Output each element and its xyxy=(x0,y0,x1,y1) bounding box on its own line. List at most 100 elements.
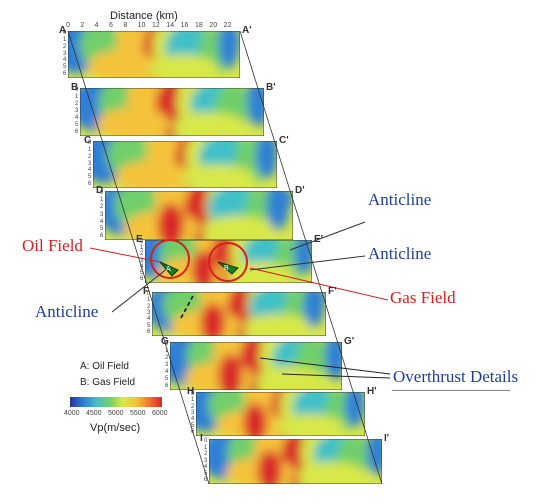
depth-tick-label: 4 xyxy=(204,464,208,470)
anticline-upper-pointer xyxy=(289,221,366,251)
gas-field-pointer xyxy=(249,267,389,301)
depth-tick-label: 3 xyxy=(88,160,92,167)
depth-tick-label: 6 xyxy=(88,181,92,187)
depth-tick-label: 2 xyxy=(140,251,144,258)
velocity-panel-3 xyxy=(93,141,277,188)
depth-tick-label: 0 xyxy=(204,438,208,444)
section-label-end: D' xyxy=(295,185,305,196)
distance-tick-label: 20 xyxy=(209,22,218,29)
legend-key-oil: A: Oil Field xyxy=(80,361,129,372)
section-label-end: C' xyxy=(279,135,289,146)
depth-tick-label: 3 xyxy=(140,257,144,264)
section-label-start: B xyxy=(71,82,79,93)
depth-tick-label: 6 xyxy=(75,129,79,135)
depth-tick-label: 2 xyxy=(191,403,195,410)
colorbar-tick-label: 4000 xyxy=(64,410,80,417)
depth-tick-label: 4 xyxy=(88,167,92,174)
distance-tick-label: 16 xyxy=(180,22,189,29)
section-label-start: F xyxy=(143,286,150,297)
section-label-start: I xyxy=(200,433,203,444)
depth-tick-label: 0 xyxy=(165,341,169,347)
section-label-start: A xyxy=(59,25,67,36)
oil-marker-icon xyxy=(159,261,179,277)
depth-tick-label: 1 xyxy=(100,197,104,204)
section-label-start: C xyxy=(84,135,92,146)
velocity-panel-8 xyxy=(196,392,365,436)
distance-tick-label: 4 xyxy=(94,22,99,29)
depth-tick-label: 1 xyxy=(165,348,169,354)
depth-tick-label: 2 xyxy=(88,153,92,160)
depth-tick-label: 0 xyxy=(140,239,144,245)
annotation-oil-field: Oil Field xyxy=(22,236,83,255)
depth-tick-label: 3 xyxy=(165,362,169,368)
depth-tick-label: 5 xyxy=(75,122,79,128)
depth-tick-label: 3 xyxy=(191,410,195,416)
depth-tick-label: 0 xyxy=(147,291,151,297)
annotation-overthrust-details: Overthrust Details xyxy=(393,367,519,386)
velocity-panel-1 xyxy=(68,31,240,78)
section-label-end: E' xyxy=(314,234,324,245)
depth-tick-label: 5 xyxy=(165,376,169,382)
depth-tick-label: 4 xyxy=(100,218,104,225)
section-label-end: A' xyxy=(242,25,252,36)
annotation-gas-field: Gas Field xyxy=(390,288,456,307)
depth-tick-label: 5 xyxy=(140,269,144,276)
depth-tick-label: 1 xyxy=(191,397,195,404)
depth-tick-label: 1 xyxy=(63,36,67,43)
colorbar-tick-label: 4500 xyxy=(86,410,102,417)
depth-tick-label: 1 xyxy=(140,245,144,252)
section-label-start: H xyxy=(187,386,195,397)
depth-tick-label: 6 xyxy=(63,71,67,77)
depth-tick-label: 1 xyxy=(147,297,151,304)
distance-tick-label: 12 xyxy=(152,22,160,29)
velocity-panel-6 xyxy=(152,292,326,336)
depth-tick-label: 6 xyxy=(204,477,208,483)
depth-tick-label: 5 xyxy=(191,422,195,429)
colorbar-tick-label: 6000 xyxy=(152,410,168,417)
depth-tick-label: 0 xyxy=(88,140,92,146)
annotation-anticline-upper: Anticline xyxy=(368,190,432,209)
depth-tick-label: 3 xyxy=(147,310,151,316)
section-label-end: H' xyxy=(367,386,377,397)
depth-tick-label: 3 xyxy=(63,50,67,57)
section-label-end: G' xyxy=(344,336,355,347)
velocity-colorbar xyxy=(70,397,162,407)
distance-tick-label: 6 xyxy=(109,22,113,29)
depth-tick-label: 2 xyxy=(165,355,169,361)
depth-tick-label: 6 xyxy=(140,276,144,282)
depth-tick-label: 4 xyxy=(140,263,144,270)
depth-tick-label: 1 xyxy=(88,146,92,153)
depth-tick-label: 3 xyxy=(100,211,104,218)
velocity-panel-7 xyxy=(170,342,342,390)
gas-marker-icon xyxy=(217,261,239,275)
depth-tick-label: 2 xyxy=(75,101,79,107)
section-label-start: G xyxy=(161,336,169,347)
marker-label-a: A xyxy=(166,266,171,273)
annotation-anticline-left: Anticline xyxy=(35,302,99,321)
distance-tick-label: 8 xyxy=(123,22,128,29)
distance-tick-label: 2 xyxy=(80,22,85,29)
distance-tick-label: 0 xyxy=(66,22,70,29)
distance-tick-label: 10 xyxy=(137,22,146,29)
overthrust-arrow-1 xyxy=(259,357,391,375)
depth-tick-label: 1 xyxy=(204,444,208,451)
depth-tick-label: 0 xyxy=(75,87,79,93)
colorbar-tick-label: 5000 xyxy=(108,410,124,417)
gas-field-circle xyxy=(208,242,248,282)
distance-tick-label: 14 xyxy=(166,22,175,29)
depth-tick-label: 4 xyxy=(191,416,195,423)
marker-label-b: B xyxy=(224,265,229,272)
legend-key-gas: B: Gas Field xyxy=(80,377,136,388)
depth-tick-label: 2 xyxy=(204,451,208,457)
depth-tick-label: 4 xyxy=(75,115,79,121)
depth-tick-label: 3 xyxy=(204,457,208,464)
distance-tick-label: 22 xyxy=(223,22,232,29)
depth-tick-label: 5 xyxy=(147,322,151,329)
fault-dashed-line xyxy=(180,293,195,319)
depth-tick-label: 2 xyxy=(100,204,104,211)
anticline-middle-pointer xyxy=(249,255,366,271)
depth-tick-label: 6 xyxy=(165,383,169,389)
oil-field-circle xyxy=(150,239,190,279)
